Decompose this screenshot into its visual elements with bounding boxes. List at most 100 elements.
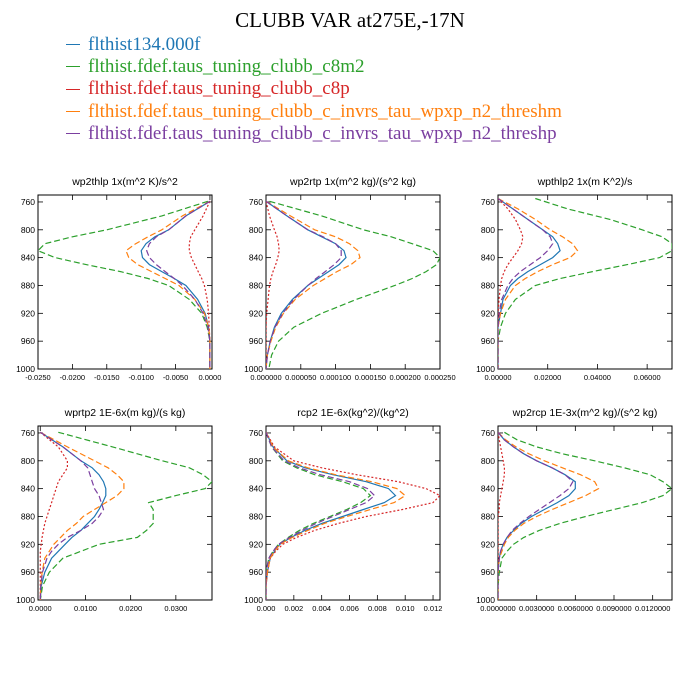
series-line [146, 200, 211, 369]
x-tick-label: 0.0200 [119, 604, 142, 613]
legend-item: flthist134.000f [66, 34, 562, 56]
x-tick-label: 0.0120000 [635, 604, 670, 613]
x-tick-label: 0.0300 [164, 604, 187, 613]
series-line [39, 431, 69, 600]
y-tick-label: 760 [481, 428, 495, 438]
legend-swatch [66, 88, 80, 90]
y-tick-label: 760 [21, 197, 35, 207]
series-line [498, 431, 600, 600]
series-line [39, 431, 212, 600]
x-tick-label: 0.000050 [285, 373, 316, 382]
x-tick-label: 0.000150 [355, 373, 386, 382]
legend-item: flthist.fdef.taus_tuning_clubb_c_invrs_t… [66, 101, 562, 123]
y-tick-label: 920 [481, 308, 495, 318]
y-tick-label: 960 [21, 567, 35, 577]
panel-title: wp2rtp 1x(m^2 kg)/(s^2 kg) [289, 176, 416, 188]
panel: wprtp2 1E-6x(m kg)/(s kg) 760 800 840 880 920… [16, 407, 213, 613]
series-line [268, 200, 440, 369]
x-tick-label: 0.000250 [424, 373, 455, 382]
plot-frame [497, 425, 673, 601]
y-tick-label: 920 [481, 539, 495, 549]
panel: wp2rcp 1E-3x(m^2 kg)/(s^2 kg) 760 800 840 88… [476, 407, 673, 613]
y-tick-label: 840 [249, 484, 263, 494]
y-tick-label: 1000 [16, 364, 35, 374]
y-tick-label: 1000 [16, 595, 35, 605]
x-tick-label: 0.000 [257, 604, 276, 613]
x-tick-label: -0.0250 [25, 373, 50, 382]
legend-label: flthist.fdef.taus_tuning_clubb_c8p [88, 78, 350, 100]
series-line [125, 200, 211, 369]
panel: wpthlp2 1x(m K^2)/s 760 800 840 880 920 960 100… [476, 176, 673, 382]
x-tick-label: -0.0150 [94, 373, 119, 382]
y-tick-label: 800 [21, 456, 35, 466]
y-tick-label: 960 [481, 567, 495, 577]
x-tick-label: 0.004 [312, 604, 331, 613]
legend-label: flthist.fdef.taus_tuning_clubb_c8m2 [88, 56, 365, 78]
x-tick-label: 0.0090000 [596, 604, 631, 613]
x-tick-label: 0.0060000 [558, 604, 593, 613]
x-tick-label: 0.06000 [634, 373, 661, 382]
y-tick-label: 1000 [244, 364, 263, 374]
x-tick-label: 0.0100 [74, 604, 97, 613]
legend-swatch [66, 132, 80, 134]
panel-title: wp2rcp 1E-3x(m^2 kg)/(s^2 kg) [512, 407, 658, 419]
y-tick-label: 880 [249, 511, 263, 521]
y-tick-label: 920 [249, 539, 263, 549]
y-tick-label: 880 [481, 511, 495, 521]
plot-frame [37, 194, 213, 370]
x-tick-label: 0.010 [396, 604, 415, 613]
y-tick-label: 760 [481, 197, 495, 207]
x-tick-label: -0.0050 [163, 373, 188, 382]
series-line [266, 200, 347, 369]
x-tick-label: 0.0030000 [519, 604, 554, 613]
legend-label: flthist134.000f [88, 34, 201, 55]
y-tick-label: 880 [249, 280, 263, 290]
series-line [188, 201, 211, 369]
panel-title: wprtp2 1E-6x(m kg)/(s kg) [64, 407, 186, 419]
y-tick-label: 760 [21, 428, 35, 438]
y-tick-label: 1000 [244, 595, 263, 605]
series-line [498, 431, 574, 600]
series-line [266, 201, 280, 369]
legend-label: flthist.fdef.taus_tuning_clubb_c_invrs_t… [88, 100, 562, 122]
series-line [39, 431, 105, 600]
panel: wp2rtp 1x(m^2 kg)/(s^2 kg) 760 800 840 880 92… [244, 176, 456, 382]
y-tick-label: 880 [21, 511, 35, 521]
figure-title: CLUBB VAR at275E,-17N [235, 8, 465, 32]
series-line [266, 432, 407, 600]
y-tick-label: 760 [249, 197, 263, 207]
plot-frame [497, 194, 673, 370]
panel: rcp2 1E-6x(kg^2)/(kg^2) 760 800 840 880 920 96… [244, 407, 442, 613]
y-tick-label: 960 [481, 336, 495, 346]
series-line [266, 432, 376, 600]
y-tick-label: 800 [481, 225, 495, 235]
x-tick-label: 0.006 [340, 604, 359, 613]
series-line [498, 198, 554, 369]
y-tick-label: 920 [249, 308, 263, 318]
series-line [498, 197, 579, 369]
x-tick-label: 0.012 [424, 604, 443, 613]
plot-frame [37, 425, 213, 601]
legend-item: flthist.fdef.taus_tuning_clubb_c8m2 [66, 56, 562, 78]
y-tick-label: 920 [21, 308, 35, 318]
x-tick-label: 0.04000 [584, 373, 611, 382]
y-tick-label: 800 [249, 456, 263, 466]
series-line [498, 432, 505, 600]
y-tick-label: 800 [249, 225, 263, 235]
series-line [39, 431, 107, 600]
series-line [498, 197, 672, 369]
series-line [498, 198, 561, 369]
legend-swatch [66, 66, 80, 68]
y-tick-label: 840 [481, 484, 495, 494]
y-tick-label: 760 [249, 428, 263, 438]
plot-frame [265, 194, 441, 370]
series-line [498, 431, 672, 600]
x-tick-label: 0.02000 [534, 373, 561, 382]
y-tick-label: 960 [249, 567, 263, 577]
x-tick-label: 0.0000000 [480, 604, 515, 613]
legend-swatch [66, 110, 80, 112]
x-tick-label: -0.0200 [60, 373, 85, 382]
panel-title: wpthlp2 1x(m K^2)/s [537, 176, 633, 188]
y-tick-label: 840 [249, 253, 263, 263]
